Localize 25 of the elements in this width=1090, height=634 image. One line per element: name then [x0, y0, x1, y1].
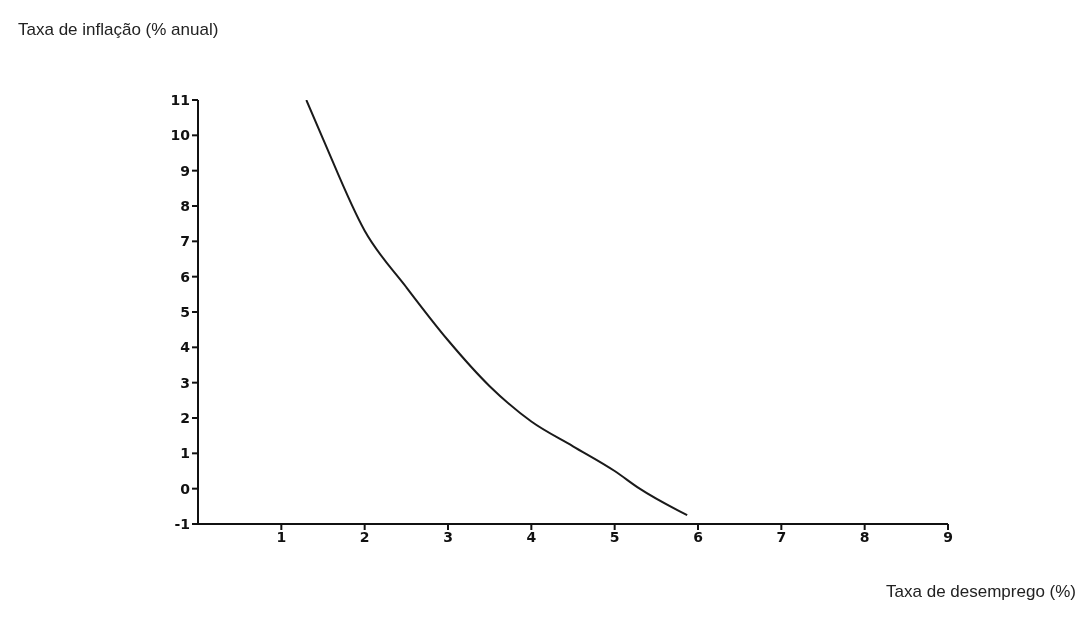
x-tick-label: 8 [859, 528, 870, 545]
y-axis-title: Taxa de inflação (% anual) [18, 20, 219, 40]
y-tick-label: -1 [174, 515, 190, 532]
y-tick-label: 9 [180, 162, 190, 179]
y-tick-label: 7 [180, 233, 190, 250]
x-tick-label: 1 [276, 528, 287, 545]
x-tick-label: 5 [609, 528, 620, 545]
y-tick-label: 3 [180, 374, 190, 391]
y-tick-label: 0 [180, 480, 191, 497]
line-series [305, 100, 689, 517]
y-tick-label: 11 [170, 91, 190, 108]
x-tick-label: 7 [776, 528, 787, 545]
x-tick-label: 2 [359, 528, 370, 545]
x-tick-label: 6 [693, 528, 703, 545]
y-tick-label: 10 [170, 127, 191, 144]
y-tick-label: 4 [180, 339, 191, 356]
y-tick-label: 6 [180, 268, 190, 285]
y-tick-label: 5 [180, 303, 190, 320]
x-tick-label: 3 [443, 528, 453, 545]
x-tick-label: 9 [943, 528, 953, 545]
x-tick-label: 4 [526, 528, 537, 545]
y-tick-label: 8 [180, 197, 190, 214]
x-axis-title: Taxa de desemprego (%) [886, 582, 1076, 602]
y-tick-label: 2 [180, 409, 190, 426]
y-tick-label: 1 [180, 445, 190, 462]
